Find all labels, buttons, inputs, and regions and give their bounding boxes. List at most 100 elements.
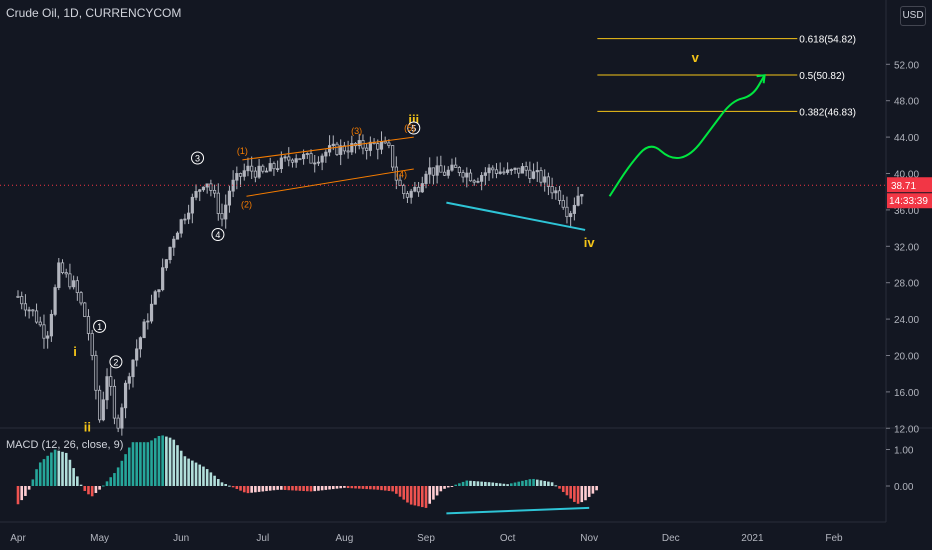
candle-body [198,189,202,192]
macd-tick-label: 0.00 [894,482,914,493]
macd-histogram-bar [98,486,101,490]
candle-body [49,313,53,337]
candle-body [201,186,206,191]
candle-body [301,154,306,160]
macd-histogram-bar [64,452,68,486]
time-tick-label: Dec [662,533,680,544]
wave-label: 5 [411,124,416,134]
price-tick-label: 48.00 [894,97,919,108]
macd-histogram-bar [420,486,424,508]
candle-body [64,272,68,275]
candle-body [339,145,343,155]
wave-label: (1) [237,146,248,156]
candle-body [179,219,183,234]
macd-histogram-bar [365,486,368,490]
macd-histogram-bar [573,486,576,502]
candle-body [216,192,220,214]
macd-histogram-bar [424,486,428,508]
wave-label: ii [84,419,91,434]
candle-body [539,170,543,183]
wave-circle-marker [191,151,205,165]
macd-histogram-bar [165,436,168,486]
countdown-tag [887,193,932,209]
candle-body [454,164,458,168]
macd-histogram-bar [302,486,305,492]
macd-histogram-bar [57,450,61,486]
candle-body [554,190,558,194]
candle-body [98,389,102,421]
candle-body [212,190,217,194]
macd-histogram-bar [76,476,79,486]
macd-divergence-line [446,506,590,515]
candle-body [287,156,291,161]
macd-histogram-bar [306,486,309,492]
macd-histogram-bar [539,480,543,486]
macd-histogram-bar [272,486,276,491]
candle-body [290,159,295,163]
macd-histogram-bar [550,482,554,486]
candle-body [105,376,109,401]
candle-body [238,173,243,177]
candle-body [209,183,213,191]
candle-body [261,165,265,172]
macd-histogram-bar [38,462,42,486]
candle-body [60,262,65,273]
macd-histogram-bar [458,483,461,486]
time-tick-label: Jun [173,533,189,544]
macd-indicator-label[interactable]: MACD (12, 26, close, 9) [6,439,124,451]
macd-histogram-bar [561,486,565,492]
candle-body [520,166,525,174]
price-tick-label: 52.00 [894,60,919,71]
macd-histogram-bar [528,479,532,486]
macd-histogram-bar [361,486,365,489]
macd-histogram-bar [68,459,72,486]
macd-histogram-bar [24,486,27,496]
candle-body [487,167,491,174]
channel-upper-line [242,136,414,161]
macd-histogram-bar [276,486,279,490]
candle-body [546,176,551,187]
macd-histogram-bar [465,480,469,486]
macd-histogram-bar [587,486,591,497]
macd-histogram-bar [35,469,38,486]
macd-histogram-bar [265,486,268,492]
macd-histogram-bar [168,437,172,486]
candle-body [550,186,554,194]
axes: 12.0016.0020.0024.0028.0032.0036.0040.00… [10,60,932,544]
candle-body [531,171,536,179]
macd-histogram-bar [391,486,394,492]
candle-body [498,171,502,174]
macd-histogram-bar [476,481,480,486]
macd-histogram-bar [235,486,239,489]
symbol-title: Crude Oil, 1D, CURRENCYCOM [6,6,182,20]
candle-body [109,376,113,387]
candle-body [224,204,228,220]
candle-body [146,320,150,323]
time-tick-label: May [90,533,109,544]
support-trend-line [446,201,586,231]
candle-body [420,183,424,193]
current-price-value: 38.71 [891,181,916,192]
candle-body [528,169,532,179]
macd-histogram-bar [498,483,502,486]
macd-histogram-bar [439,486,443,492]
macd-histogram-bar [42,459,46,486]
wave-label: 2 [113,357,118,367]
countdown-value: 14:33:39 [889,196,928,207]
currency-button[interactable]: USD [900,6,926,26]
candle-body [357,140,361,147]
candle-body [253,170,257,178]
fib-level-label: 0.618(54.82) [799,35,856,46]
candle-body [387,142,391,146]
price-tick-label: 12.00 [894,424,919,435]
macd-histogram-bar [331,486,335,490]
candle-body [90,333,94,356]
candle-body [513,167,517,170]
macd-histogram-bar [502,483,506,486]
candle-body [86,316,91,334]
candle-body [276,168,280,171]
candle-body [580,194,584,197]
candle-body [305,153,309,155]
candle-body [250,165,254,172]
macd-histogram-bar [480,481,483,486]
